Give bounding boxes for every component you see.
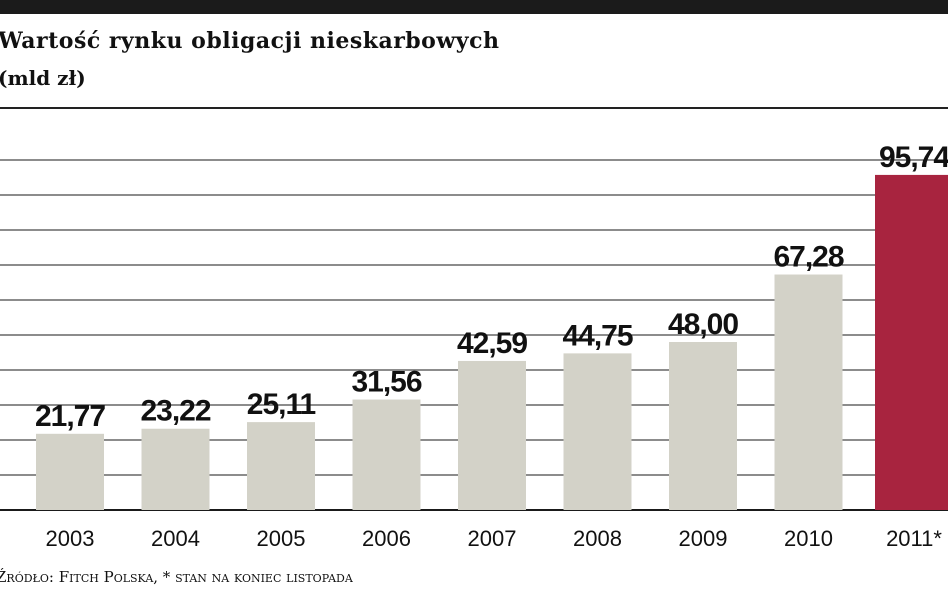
value-label: 23,22 [140, 395, 210, 428]
chart-subtitle: (mld zł) [0, 66, 86, 90]
bar-2006 [352, 399, 421, 510]
x-tick-label: 2009 [679, 526, 728, 551]
value-label: 48,00 [668, 308, 738, 341]
x-tick-label: 2008 [573, 526, 622, 551]
bar-2008 [563, 353, 632, 510]
value-label: 67,28 [773, 241, 843, 274]
x-tick-label: 2011* [886, 526, 942, 551]
x-tick-label: 2004 [151, 526, 200, 551]
value-label: 42,59 [457, 327, 527, 360]
bar-2005 [247, 422, 315, 510]
top-bar [0, 0, 948, 14]
x-tick-label: 2005 [257, 526, 306, 551]
value-label: 25,11 [247, 388, 316, 421]
bar-2011* [875, 174, 948, 510]
source-note: Źródło: Fitch Polska, * stan na koniec l… [0, 568, 353, 586]
chart-title: Wartość rynku obligacji nieskarbowych [0, 28, 500, 54]
bar-2010 [774, 274, 843, 510]
header-divider [0, 107, 948, 109]
x-tick-label: 2010 [784, 526, 833, 551]
value-label: 44,75 [562, 319, 632, 352]
value-label: 31,56 [351, 366, 421, 399]
value-label: 95,74 [879, 141, 948, 174]
x-tick-label: 2007 [468, 526, 517, 551]
x-tick-label: 2003 [46, 526, 95, 551]
bar-2009 [669, 342, 737, 510]
bar-2004 [141, 428, 210, 510]
value-label: 21,77 [35, 400, 105, 433]
bar-2003 [36, 433, 104, 510]
bar-2007 [458, 360, 526, 510]
x-tick-label: 2006 [362, 526, 411, 551]
